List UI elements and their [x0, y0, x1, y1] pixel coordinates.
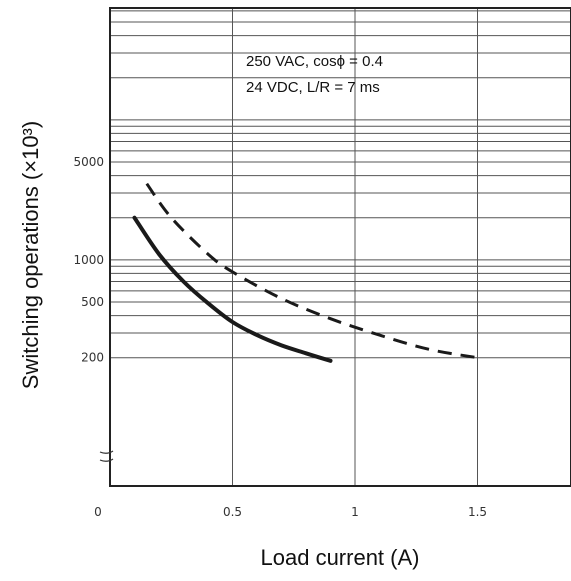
x-axis-label: Load current (A)	[261, 545, 420, 570]
plot-frame	[109, 7, 571, 487]
grid	[110, 8, 571, 486]
y-tick-label: 200	[81, 351, 104, 365]
y-tick-label: 500	[81, 295, 104, 309]
series-solid-line	[132, 215, 333, 363]
y-tick-label: 5000	[73, 155, 104, 169]
x-ticks: 0 0.5 1 1.5	[94, 505, 487, 519]
x-tick-label: 1.5	[468, 505, 487, 519]
x-tick-label: 0.5	[223, 505, 242, 519]
axis-break-mark	[99, 450, 114, 462]
x-tick-label: 1	[351, 505, 359, 519]
y-ticks: 200 500 1000 5000	[73, 155, 104, 365]
annotation-line-2: 24 VDC, L/R = 7 ms	[246, 79, 380, 96]
series	[132, 182, 478, 363]
series-dashed-line	[145, 182, 478, 360]
annotation-line-1: 250 VAC, cosϕ = 0.4	[246, 53, 383, 70]
x-tick-label: 0	[94, 505, 102, 519]
y-tick-label: 1000	[73, 253, 104, 267]
y-axis-label: Switching operations (×10³)	[18, 121, 43, 389]
